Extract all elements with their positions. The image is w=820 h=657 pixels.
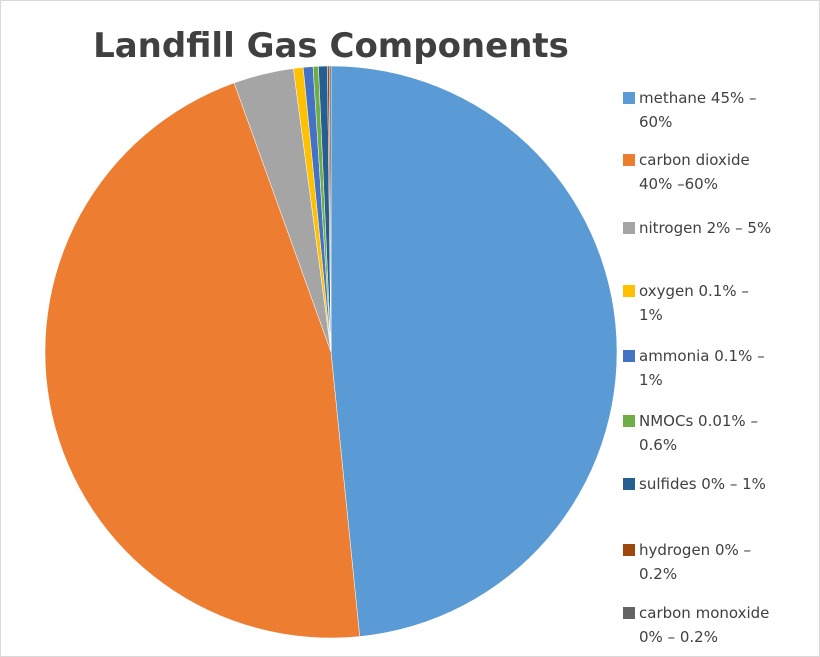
legend-label: nitrogen 2% – 5% (639, 219, 772, 237)
legend-swatch (623, 92, 635, 104)
legend-swatch (623, 285, 635, 297)
chart-title: Landfill Gas Components (93, 26, 569, 66)
legend-label: carbon monoxide 0% – 0.2% (639, 604, 770, 646)
legend-swatch (623, 154, 635, 166)
legend-swatch (623, 222, 635, 234)
legend-item: methane 45% – 60% (623, 86, 819, 134)
legend-item: NMOCs 0.01% – 0.6% (623, 409, 819, 457)
legend-label: hydrogen 0% – 0.2% (639, 541, 752, 583)
legend-label: sulfides 0% – 1% (639, 475, 766, 493)
legend-label: ammonia 0.1% – 1% (639, 347, 765, 389)
legend-label: carbon dioxide 40% –60% (639, 151, 750, 193)
pie-slice (330, 65, 618, 637)
legend-swatch (623, 415, 635, 427)
legend-item: oxygen 0.1% – 1% (623, 279, 819, 327)
legend-item: ammonia 0.1% – 1% (623, 344, 819, 392)
legend-swatch (623, 350, 635, 362)
legend-item: carbon monoxide 0% – 0.2% (623, 601, 819, 649)
pie-slice (328, 65, 332, 353)
legend-swatch (623, 544, 635, 556)
legend-item: hydrogen 0% – 0.2% (623, 538, 819, 586)
legend-swatch (623, 607, 635, 619)
legend-item: carbon dioxide 40% –60% (623, 148, 819, 196)
legend-label: methane 45% – 60% (639, 89, 757, 131)
legend-item: nitrogen 2% – 5% (623, 216, 819, 240)
legend-swatch (623, 478, 635, 490)
legend-item: sulfides 0% – 1% (623, 472, 819, 496)
legend-label: oxygen 0.1% – 1% (639, 282, 749, 324)
pie-slice (44, 82, 360, 639)
legend-label: NMOCs 0.01% – 0.6% (639, 412, 758, 454)
